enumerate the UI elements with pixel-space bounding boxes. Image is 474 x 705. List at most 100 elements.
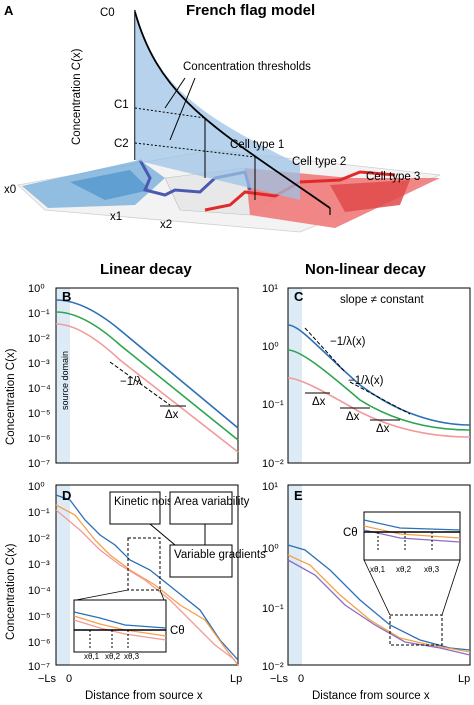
- panel-c: C slope ≠ constant −1/λ(x) −1/λ(x) Δx Δx…: [287, 287, 471, 464]
- zoom-box-d: [127, 537, 161, 591]
- curve-e-orange: [287, 554, 471, 653]
- x1-label: x1: [110, 211, 122, 223]
- xt3-e: xθ,3: [424, 565, 440, 574]
- right-yticks-e: 10¹ 10⁰ 10⁻¹ 10⁻²: [262, 481, 284, 673]
- y-label-upper: Concentration C(x): [5, 348, 17, 445]
- c0-label: C0: [100, 7, 115, 19]
- source-domain-label: source domain: [60, 351, 70, 410]
- tick-c-3: 10⁻²: [262, 458, 284, 470]
- right-yticks-c: 10¹ 10⁰ 10⁻¹ 10⁻²: [262, 283, 284, 470]
- tick-b-4: 10⁻⁴: [28, 383, 51, 395]
- panel-b: B source domain −1/λ Δx: [55, 287, 239, 464]
- crossing-lines-d: [89, 630, 129, 648]
- x0-label: x0: [4, 184, 16, 196]
- dx-c1-label: Δx: [312, 396, 326, 408]
- panel-c-letter: C: [294, 289, 304, 304]
- kinetic-label: Kinetic noise: [114, 496, 179, 508]
- slope-b-label: −1/λ: [120, 376, 142, 388]
- source-domain-c: [288, 288, 302, 463]
- tick-e-3: 10⁻²: [262, 661, 284, 673]
- curve-b-blue: [55, 299, 239, 429]
- tick-d-3: 10⁻³: [28, 559, 50, 571]
- tick-b-6: 10⁻⁶: [28, 433, 51, 445]
- gradient-fill: [135, 10, 300, 200]
- plot-frame-e: [287, 484, 471, 666]
- variable-label: Variable gradients: [174, 549, 266, 561]
- tick-d-6: 10⁻⁶: [28, 637, 51, 649]
- panel-e-letter: E: [294, 488, 303, 503]
- xtick-ls-right: −Ls: [270, 673, 289, 685]
- tick-c-2: 10⁻¹: [262, 399, 284, 411]
- slope-note: slope ≠ constant: [340, 294, 424, 306]
- panel-a-ylabel: Concentration C(x): [71, 48, 83, 145]
- curve-c-green: [287, 349, 471, 431]
- plot-frame-d: [55, 484, 239, 666]
- curve-d-orange: [55, 504, 239, 666]
- inset-d-orange: [73, 615, 167, 637]
- gradient-curve: [134, 11, 331, 209]
- xt2-d: xθ,2: [105, 652, 121, 661]
- slope-c1-label: −1/λ(x): [330, 336, 366, 348]
- inset-e: [363, 511, 461, 561]
- x2-label: x2: [160, 219, 172, 231]
- tick-d-5: 10⁻⁵: [28, 611, 51, 623]
- dx-c2-label: Δx: [346, 411, 360, 423]
- panel-b-letter: B: [62, 289, 71, 304]
- x-label-left: Distance from source x: [85, 690, 203, 702]
- tick-d-0: 10⁰: [28, 481, 45, 493]
- inset-d-blue: [73, 611, 167, 629]
- inset-d: [73, 599, 167, 653]
- curve-c-blue: [287, 324, 471, 426]
- cell-type-1-label: Cell type 1: [230, 139, 284, 151]
- source-domain-e: [288, 485, 302, 665]
- cell-region-3-dark: [330, 180, 410, 212]
- zoom-lines-e: [363, 559, 461, 616]
- tick-e-2: 10⁻¹: [262, 603, 284, 615]
- plot-frame-b: [55, 287, 239, 464]
- area-box: [169, 491, 233, 525]
- xt3-d: xθ,3: [124, 652, 140, 661]
- threshold-line-2: [134, 142, 256, 158]
- slope-line-b: [109, 361, 171, 406]
- tick-b-3: 10⁻³: [28, 358, 50, 370]
- x-ticks-right: −Ls 0 Lp: [270, 673, 470, 685]
- dx-c3-label: Δx: [376, 423, 390, 435]
- curve-d-pink: [55, 509, 236, 661]
- tick-d-2: 10⁻²: [28, 533, 50, 545]
- xt2-e: xθ,2: [396, 565, 412, 574]
- left-yticks-d: 10⁰ 10⁻¹ 10⁻² 10⁻³ 10⁻⁴ 10⁻⁵ 10⁻⁶ 10⁻⁷: [28, 481, 51, 673]
- inset-e-blue: [363, 519, 461, 531]
- curve-d-blue: [55, 494, 239, 661]
- slope-c2-label: −1/λ(x): [348, 375, 384, 387]
- xtick-lp-left: Lp: [230, 673, 242, 685]
- tick-b-0: 10⁰: [28, 283, 45, 295]
- threshold-arrow-2: [169, 77, 196, 141]
- curve-e-blue: [287, 544, 471, 651]
- thresholds-label: Concentration thresholds: [183, 61, 311, 73]
- inset-e-orange: [363, 525, 461, 539]
- panel-a: A French flag model C0 C1 C2 Concentrati…: [4, 2, 441, 233]
- panel-d-letter: D: [62, 488, 71, 503]
- xt1-e: xθ,1: [370, 565, 386, 574]
- variable-box: [169, 544, 233, 578]
- x-label-right: Distance from source x: [312, 690, 430, 702]
- source-domain-d: [56, 485, 70, 665]
- tick-c-1: 10⁰: [262, 341, 279, 353]
- plot-frame-c: [287, 287, 471, 464]
- panel-a-letter: A: [4, 3, 14, 18]
- xtick-zero-right: 0: [298, 673, 304, 685]
- tick-d-7: 10⁻⁷: [28, 661, 50, 673]
- xtick-ls-left: −Ls: [38, 673, 57, 685]
- curve-b-pink: [55, 323, 239, 453]
- xtick-lp-right: Lp: [458, 673, 470, 685]
- source-domain-b: [56, 288, 70, 463]
- c1-label: C1: [114, 99, 129, 111]
- panel-d: D Kinetic noise Area variability Variabl…: [55, 484, 266, 666]
- left-yticks-b: 10⁰ 10⁻¹ 10⁻² 10⁻³ 10⁻⁴ 10⁻⁵ 10⁻⁶ 10⁻⁷: [28, 283, 51, 470]
- x-ticks-left: −Ls 0 Lp: [38, 673, 242, 685]
- tick-e-1: 10⁰: [262, 543, 279, 555]
- xtick-zero-left: 0: [66, 673, 72, 685]
- tick-b-5: 10⁻⁵: [28, 408, 51, 420]
- curve-e-purple: [287, 559, 471, 656]
